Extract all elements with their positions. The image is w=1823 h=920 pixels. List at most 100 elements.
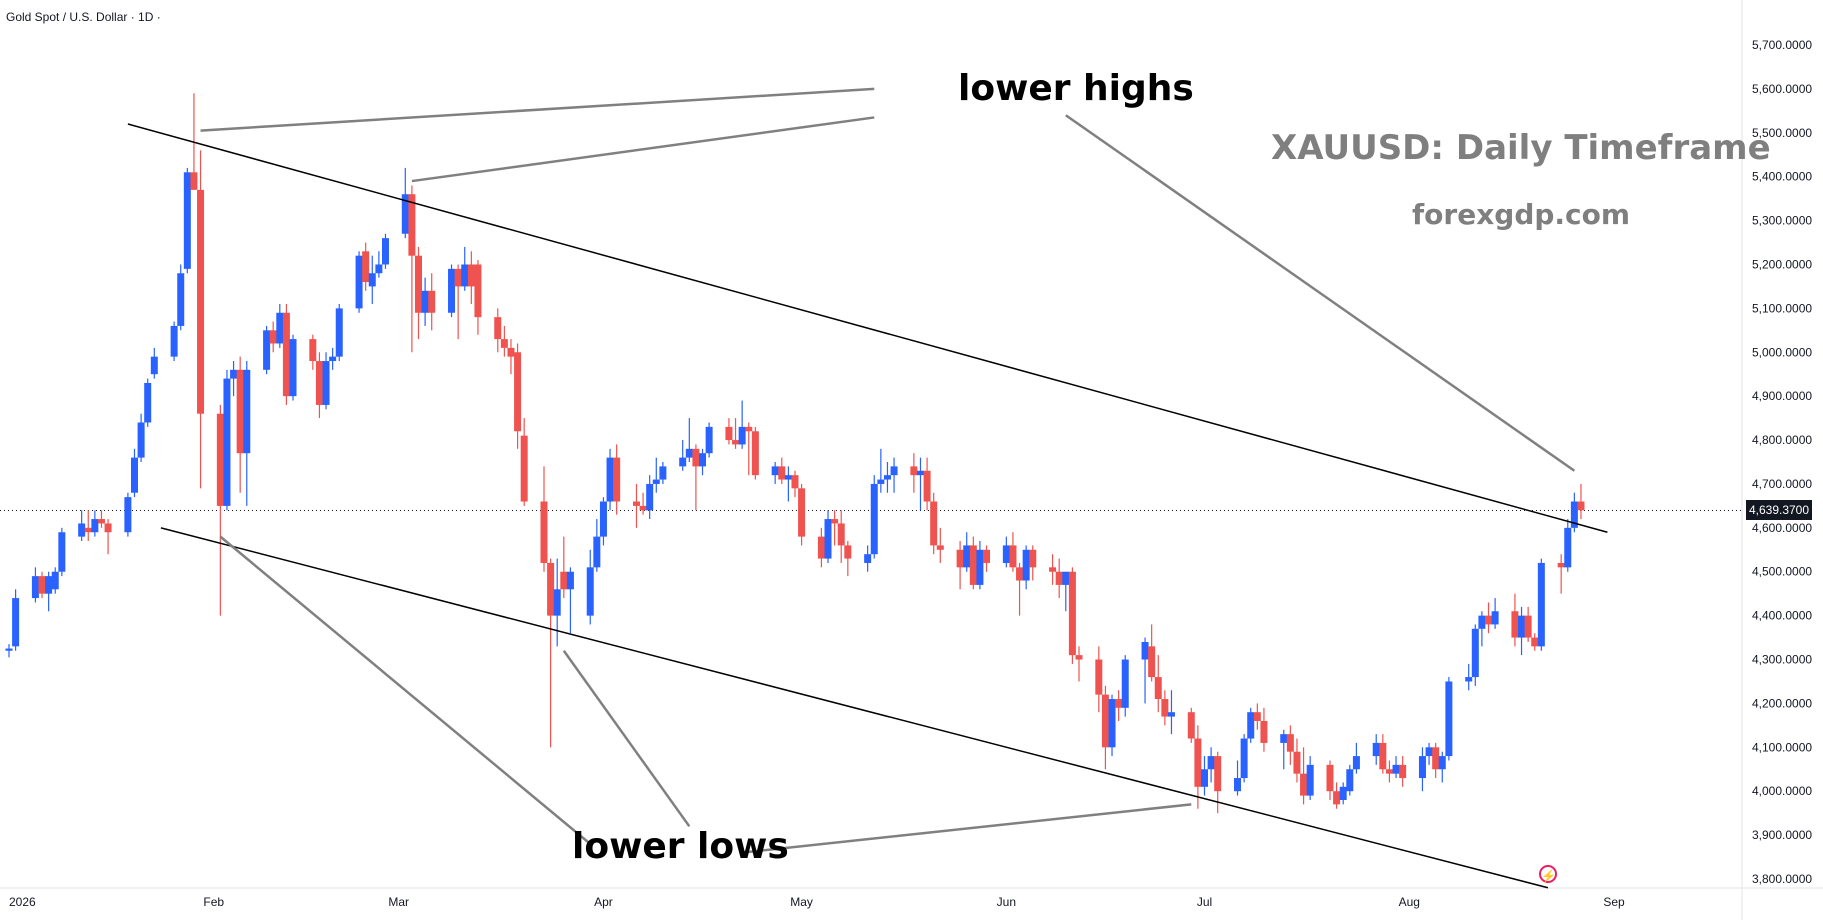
candle-body [1161, 699, 1169, 717]
candle-body [890, 466, 898, 476]
candle-body [1108, 699, 1116, 748]
candle-body [216, 413, 224, 506]
x-tick-label: Apr [594, 895, 613, 909]
candle-body [566, 571, 574, 590]
candle-body [983, 549, 991, 563]
y-tick-label: 5,400.0000 [1752, 170, 1812, 184]
candle-body [1333, 791, 1341, 805]
candle-body [659, 466, 667, 480]
candle-body [12, 598, 20, 647]
candle-body [1200, 769, 1208, 787]
candle-body [1300, 773, 1308, 796]
y-tick-label: 4,200.0000 [1752, 696, 1812, 710]
candle-body [520, 435, 528, 502]
candle-body [1194, 738, 1202, 787]
candle-body [315, 361, 323, 405]
candle-body [97, 519, 105, 524]
candle-body [177, 273, 185, 326]
candle-body [1055, 571, 1063, 585]
candle-body [1379, 742, 1387, 770]
y-tick-label: 4,500.0000 [1752, 565, 1812, 579]
y-tick-label: 5,200.0000 [1752, 257, 1812, 271]
candle-body [1260, 720, 1268, 743]
candle-body [58, 532, 66, 572]
candle-body [230, 369, 238, 379]
y-tick-label: 4,400.0000 [1752, 609, 1812, 623]
candle-body [784, 475, 792, 480]
candle-body [170, 325, 178, 357]
candle-body [1432, 747, 1440, 770]
candle-body [144, 382, 152, 423]
pointer-low-3 [742, 803, 1192, 854]
candle-body [560, 571, 568, 590]
candle-body [1385, 769, 1393, 774]
candle-body [1029, 549, 1037, 568]
candle-body [1485, 615, 1493, 625]
candle-body [1491, 611, 1499, 625]
candle-body [401, 194, 409, 234]
candle-body [269, 330, 277, 344]
candle-body [500, 339, 508, 348]
candle-body [1518, 615, 1526, 638]
candle-body [1339, 786, 1347, 800]
lightning-icon[interactable]: ⚡ [1539, 865, 1557, 883]
candle-body [1002, 545, 1010, 563]
candle-body [798, 488, 806, 537]
candle-body [639, 505, 647, 511]
x-tick-label: Sep [1603, 895, 1625, 909]
y-tick-label: 4,700.0000 [1752, 477, 1812, 491]
y-tick-label: 4,900.0000 [1752, 389, 1812, 403]
candle-body [1167, 712, 1175, 717]
candle-body [190, 172, 198, 190]
candle-body [1049, 567, 1057, 572]
candle-body [870, 483, 878, 555]
symbol-title[interactable]: Gold Spot / U.S. Dollar · 1D · [6, 10, 161, 24]
candle-body [1531, 637, 1539, 647]
pointer-low-1 [219, 535, 592, 845]
y-tick-label: 5,500.0000 [1752, 126, 1812, 140]
candle-body [375, 264, 383, 274]
candle-body [1537, 562, 1545, 647]
y-tick-label: 5,300.0000 [1752, 214, 1812, 228]
candle-body [223, 378, 231, 506]
pointer-low-2 [562, 650, 691, 828]
candle-body [1425, 747, 1433, 757]
candle-body [421, 290, 429, 313]
candle-body [461, 264, 469, 287]
candle-body [1557, 562, 1565, 568]
candle-body [831, 519, 839, 524]
candle-body [1062, 571, 1070, 585]
lower-trendline [160, 527, 1549, 889]
candle-body [78, 523, 86, 537]
candle-body [837, 523, 845, 546]
annotation-lower-lows: lower lows [572, 826, 789, 867]
x-tick-label: 2026 [9, 895, 36, 909]
candle-body [335, 308, 343, 357]
candle-body [778, 466, 786, 480]
upper-trendline [127, 123, 1608, 533]
candle-body [976, 549, 984, 585]
candle-body [1214, 756, 1222, 792]
candle-body [84, 527, 92, 533]
candle-body [51, 571, 59, 590]
candle-body [1280, 734, 1288, 743]
candle-body [1293, 751, 1301, 774]
candle-body [494, 317, 502, 340]
candle-body [137, 422, 145, 458]
candle-body [685, 448, 693, 458]
x-tick-label: Feb [203, 895, 224, 909]
candle-body [448, 268, 456, 313]
candle-body [322, 361, 330, 405]
candle-body [817, 536, 825, 559]
pointer-high-1 [200, 87, 875, 132]
candle-body [1478, 615, 1486, 629]
candle-body [454, 268, 462, 287]
y-tick-label: 3,800.0000 [1752, 872, 1812, 886]
candle-body [606, 457, 614, 502]
candle-body [791, 475, 799, 489]
candle-body [1326, 764, 1334, 792]
candle-body [877, 479, 885, 484]
candle-body [936, 545, 944, 550]
